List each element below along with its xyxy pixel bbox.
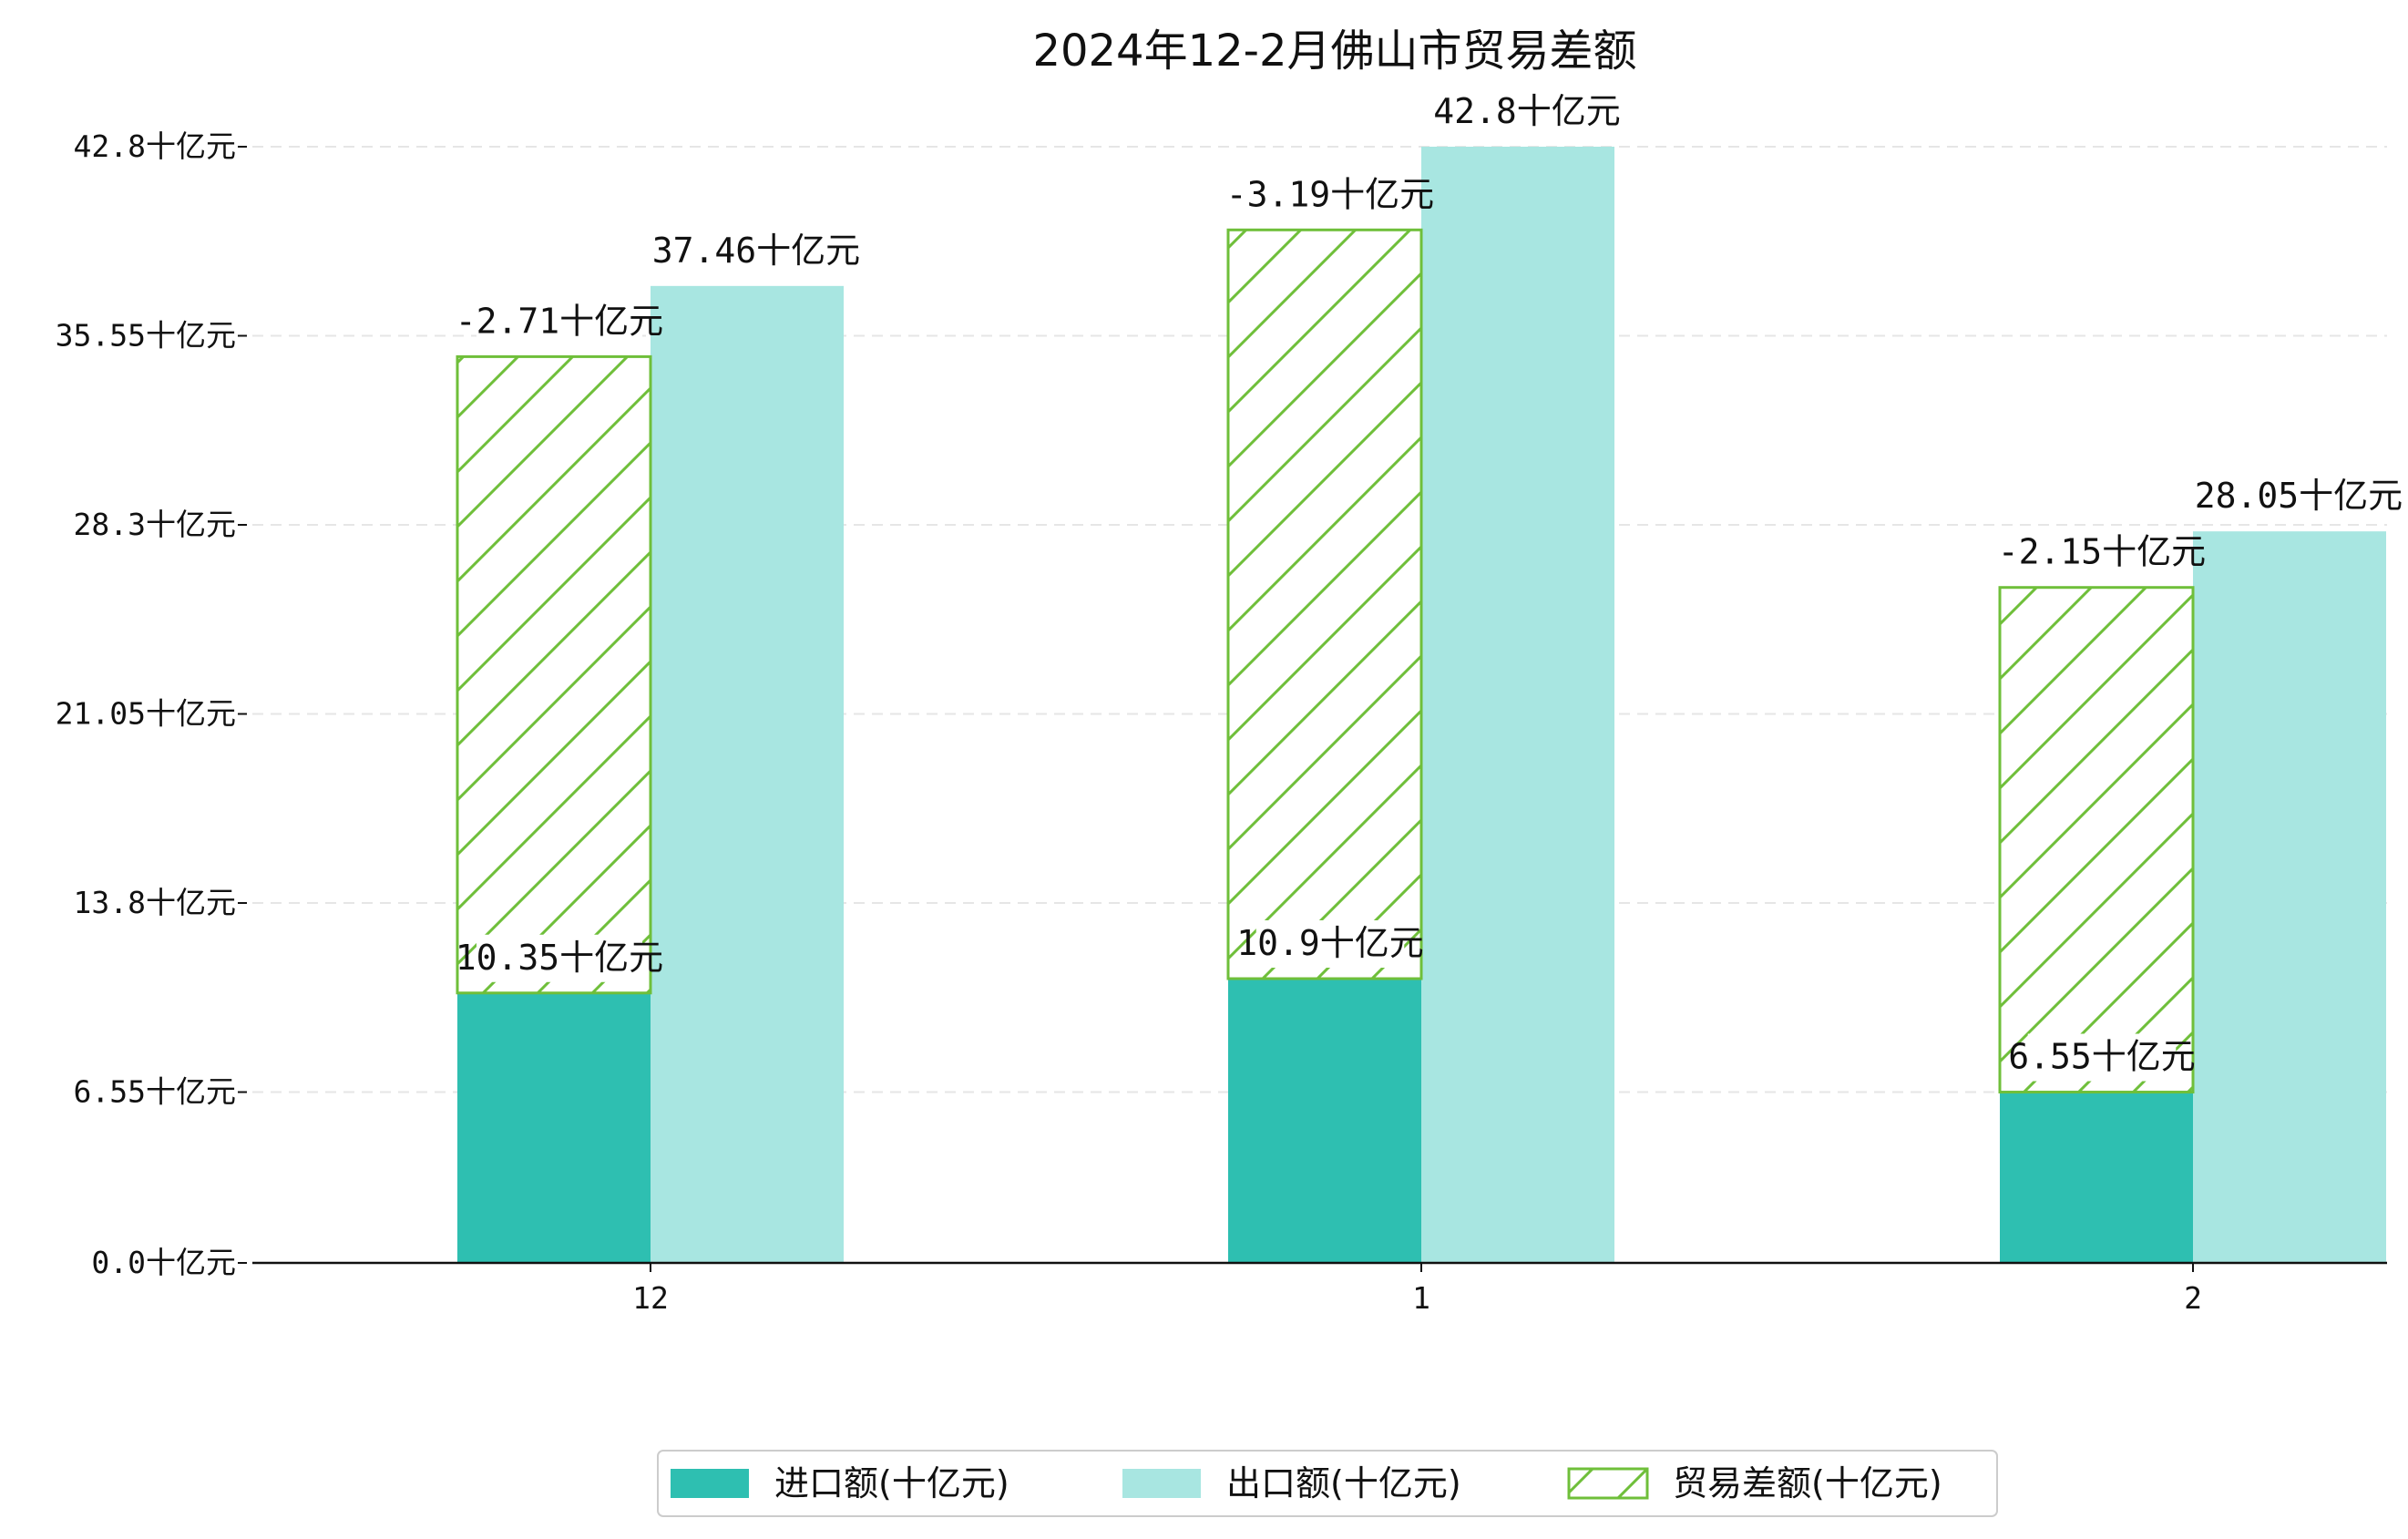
legend-label-import: 进口额(十亿元) — [774, 1463, 1009, 1503]
data-label-import: 10.35十亿元 — [456, 934, 663, 982]
data-label-bg — [476, 298, 642, 346]
y-tick-label: 28.3十亿元 — [74, 507, 236, 542]
data-label-balance: -2.15十亿元 — [1998, 528, 2206, 577]
bar-export — [1421, 147, 1614, 1263]
data-label-bg — [476, 934, 642, 982]
bar-import — [457, 992, 651, 1263]
data-label-bg — [1247, 171, 1413, 220]
data-label-import: 10.9十亿元 — [1236, 920, 1424, 969]
x-tick-label: 12 — [632, 1280, 669, 1316]
data-label-bg — [1255, 920, 1405, 969]
legend: 进口额(十亿元) 出口额(十亿元) 贸易差额(十亿元) — [657, 1450, 1998, 1517]
data-label-balance: -2.71十亿元 — [456, 298, 663, 346]
bar-import — [1228, 979, 1421, 1263]
data-label-balance: -3.19十亿元 — [1226, 171, 1434, 220]
y-tick-label: 21.05十亿元 — [56, 696, 236, 732]
data-label-bg — [673, 227, 839, 275]
data-label-text: -3.19十亿元 — [1226, 174, 1434, 214]
y-tick-label: 13.8十亿元 — [74, 885, 236, 920]
y-tick-label: 0.0十亿元 — [91, 1245, 236, 1280]
data-label-text: -2.71十亿元 — [456, 301, 663, 341]
data-label-bg — [2019, 528, 2185, 577]
legend-swatch-balance — [1567, 1467, 1649, 1500]
data-label-text: 6.55十亿元 — [2008, 1037, 2196, 1077]
bars — [456, 147, 2386, 1264]
y-tick-label: 6.55十亿元 — [74, 1074, 236, 1110]
bar-export — [2193, 531, 2386, 1263]
data-label-text: 42.8十亿元 — [1433, 91, 1621, 131]
bar-export — [651, 285, 844, 1264]
data-label-export: 37.46十亿元 — [652, 227, 860, 275]
y-tick-label: 35.55十亿元 — [56, 318, 236, 354]
data-label-export: 42.8十亿元 — [1433, 88, 1621, 136]
bar-balance — [1998, 586, 2195, 1094]
legend-swatch-export — [1122, 1469, 1201, 1498]
data-label-import: 6.55十亿元 — [2008, 1033, 2196, 1082]
data-label-text: 28.05十亿元 — [2195, 476, 2403, 516]
chart-title: 2024年12-2月佛山市贸易差额 — [1032, 26, 1636, 77]
bar-balance — [1226, 228, 1423, 980]
y-tick-label: 42.8十亿元 — [74, 128, 236, 164]
data-label-export: 28.05十亿元 — [2195, 473, 2403, 521]
legend-swatch-import — [671, 1469, 749, 1498]
data-label-text: 10.35十亿元 — [456, 938, 663, 978]
x-tick-label: 2 — [2184, 1280, 2202, 1316]
legend-frame — [657, 1450, 1998, 1517]
data-label-bg — [2216, 473, 2382, 521]
data-label-text: 10.9十亿元 — [1236, 923, 1424, 963]
x-tick-label: 1 — [1412, 1280, 1430, 1316]
data-label-text: -2.15十亿元 — [1998, 532, 2206, 572]
legend-label-balance: 贸易差额(十亿元) — [1673, 1463, 1942, 1503]
data-label-bg — [1452, 88, 1602, 136]
x-axis: 12 1 2 — [252, 1261, 2387, 1316]
bar-balance — [456, 354, 652, 995]
legend-label-export: 出口额(十亿元) — [1226, 1463, 1461, 1503]
y-axis: 0.0十亿元 6.55十亿元 13.8十亿元 21.05十亿元 28.3十亿元 35.55… — [56, 128, 247, 1280]
data-label-bg — [2027, 1033, 2177, 1082]
bar-import — [2000, 1092, 2193, 1263]
data-label-text: 37.46十亿元 — [652, 231, 860, 271]
data-labels: 10.35十亿元 37.46十亿元 -2.71十亿元 10.9十亿元 42.8十亿元 -3… — [456, 88, 2403, 1082]
